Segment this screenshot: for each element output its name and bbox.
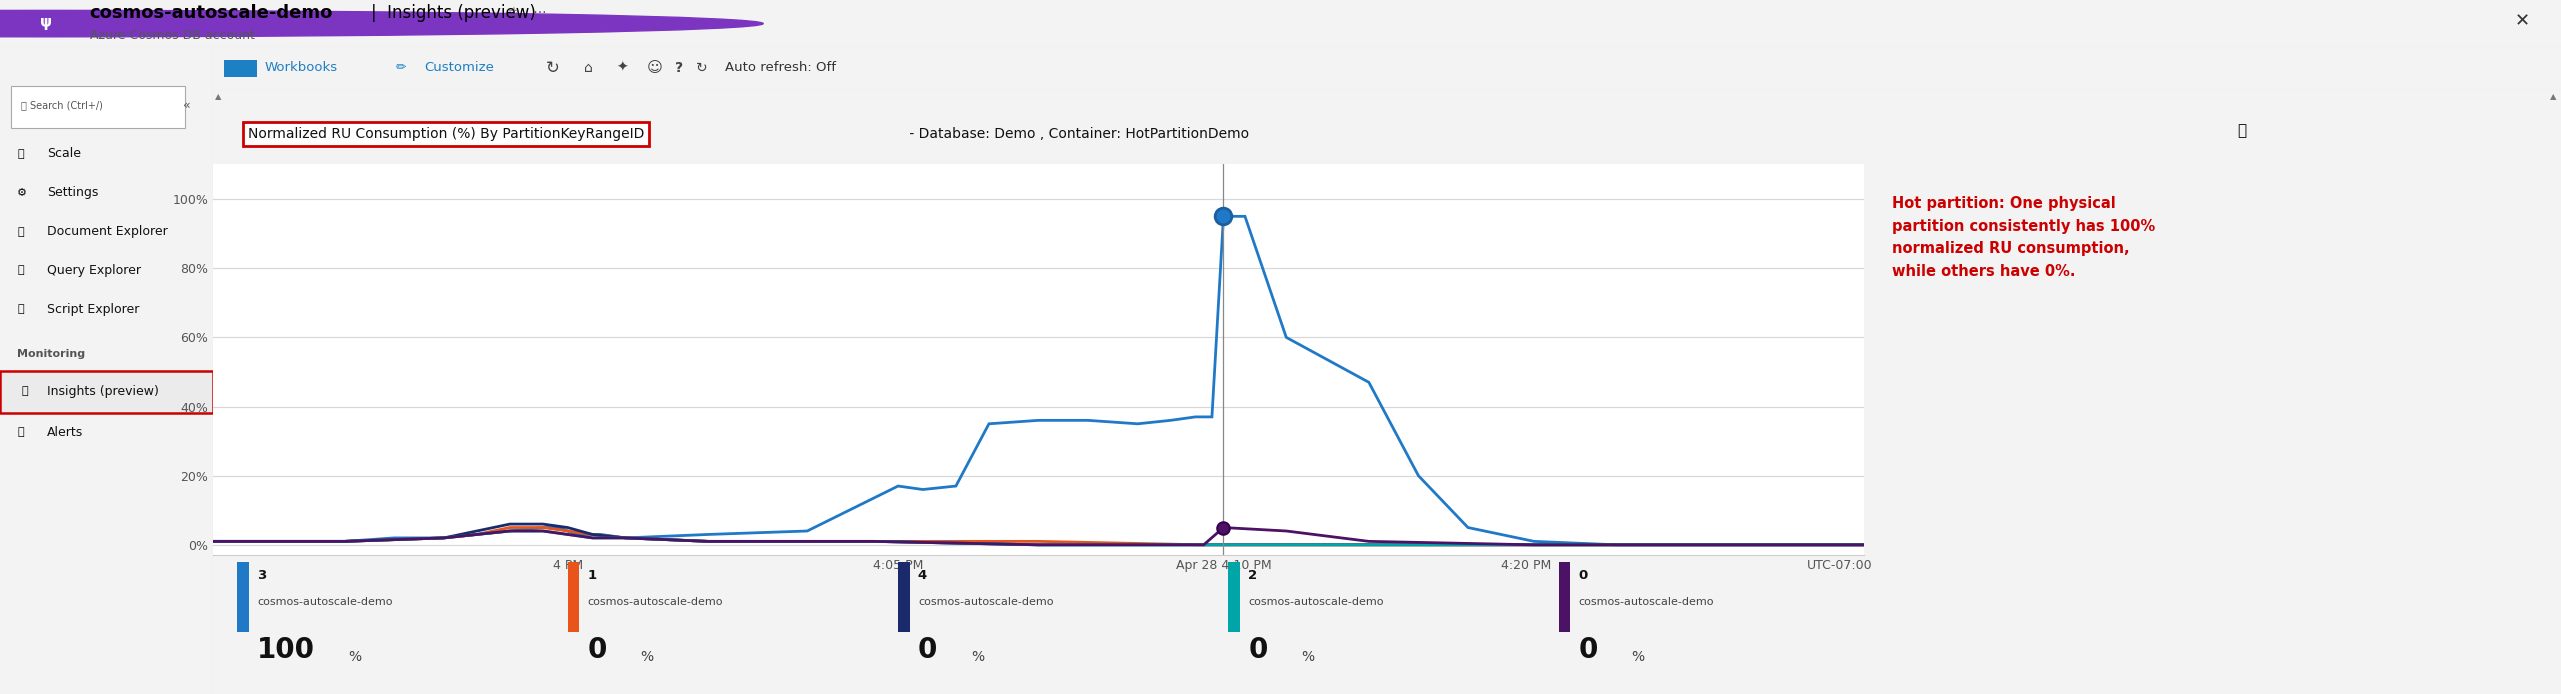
Text: Normalized RU Consumption (%) By PartitionKeyRangeID: Normalized RU Consumption (%) By Partiti… [248,127,645,141]
Text: 1: 1 [586,569,597,582]
Text: %: % [1301,650,1314,663]
Bar [1229,562,1240,632]
Text: 📈: 📈 [18,149,23,159]
Text: ↻: ↻ [697,61,707,75]
Text: Auto refresh: Off: Auto refresh: Off [725,61,835,74]
Text: 📜: 📜 [18,304,23,314]
Text: «: « [184,99,192,112]
Text: ☺: ☺ [648,60,663,76]
Text: ✏: ✏ [397,61,407,74]
Text: 🔍: 🔍 [18,265,23,276]
Text: cosmos-autoscale-demo: cosmos-autoscale-demo [1247,597,1383,607]
Text: Settings: Settings [46,186,97,199]
Bar [1560,562,1570,632]
Text: %: % [348,650,361,663]
Text: 🗄: 🗄 [18,226,23,237]
Bar [0,371,213,413]
Text: 0: 0 [586,636,607,663]
Text: |  Insights (preview): | Insights (preview) [371,4,535,22]
Text: Workbooks: Workbooks [264,61,338,74]
Text: 🔔: 🔔 [18,427,23,437]
Bar [225,60,256,77]
Text: ▲: ▲ [215,92,220,101]
Text: cosmos-autoscale-demo: cosmos-autoscale-demo [1578,597,1713,607]
Text: cosmos-autoscale-demo: cosmos-autoscale-demo [256,597,392,607]
Text: ✕: ✕ [2515,12,2530,31]
Text: 0: 0 [1247,636,1268,663]
Circle shape [0,10,763,37]
Text: %: % [640,650,653,663]
Text: 0: 0 [1578,569,1588,582]
Text: ✦: ✦ [617,61,627,75]
Text: ?: ? [676,61,684,75]
Text: ☆   ···: ☆ ··· [499,6,548,20]
Text: Alerts: Alerts [46,425,82,439]
Text: ↻: ↻ [545,59,561,77]
Text: ψ: ψ [41,15,51,30]
Text: %: % [1631,650,1644,663]
Text: Hot partition: One physical
partition consistently has 100%
normalized RU consum: Hot partition: One physical partition co… [1893,196,2156,279]
Text: 0: 0 [917,636,937,663]
Text: 🔮: 🔮 [20,387,28,396]
Text: Monitoring: Monitoring [18,349,85,359]
Text: cosmos-autoscale-demo: cosmos-autoscale-demo [917,597,1053,607]
Text: Azure Cosmos DB account: Azure Cosmos DB account [90,29,254,42]
Bar [899,562,909,632]
Text: 2: 2 [1247,569,1257,582]
Text: 100: 100 [256,636,315,663]
Text: 🔍 Search (Ctrl+/): 🔍 Search (Ctrl+/) [20,101,102,110]
FancyBboxPatch shape [10,86,184,128]
Text: 📌: 📌 [2236,124,2246,138]
Text: ▲: ▲ [2551,92,2556,101]
Text: Insights (preview): Insights (preview) [46,384,159,398]
Text: cosmos-autoscale-demo: cosmos-autoscale-demo [90,4,333,22]
Bar [0,371,213,413]
Text: - Database: Demo , Container: HotPartitionDemo: - Database: Demo , Container: HotPartiti… [907,127,1250,141]
Text: Customize: Customize [425,61,494,74]
Bar [238,562,248,632]
Text: Script Explorer: Script Explorer [46,303,138,316]
Text: Query Explorer: Query Explorer [46,264,141,277]
Text: cosmos-autoscale-demo: cosmos-autoscale-demo [586,597,722,607]
Bar [569,562,579,632]
Text: 0: 0 [1578,636,1598,663]
Text: Document Explorer: Document Explorer [46,225,166,238]
Text: 3: 3 [256,569,266,582]
Text: 4: 4 [917,569,927,582]
Text: ⚙: ⚙ [18,187,28,198]
Text: %: % [971,650,983,663]
Text: Scale: Scale [46,147,82,160]
Text: ⌂: ⌂ [584,61,592,75]
